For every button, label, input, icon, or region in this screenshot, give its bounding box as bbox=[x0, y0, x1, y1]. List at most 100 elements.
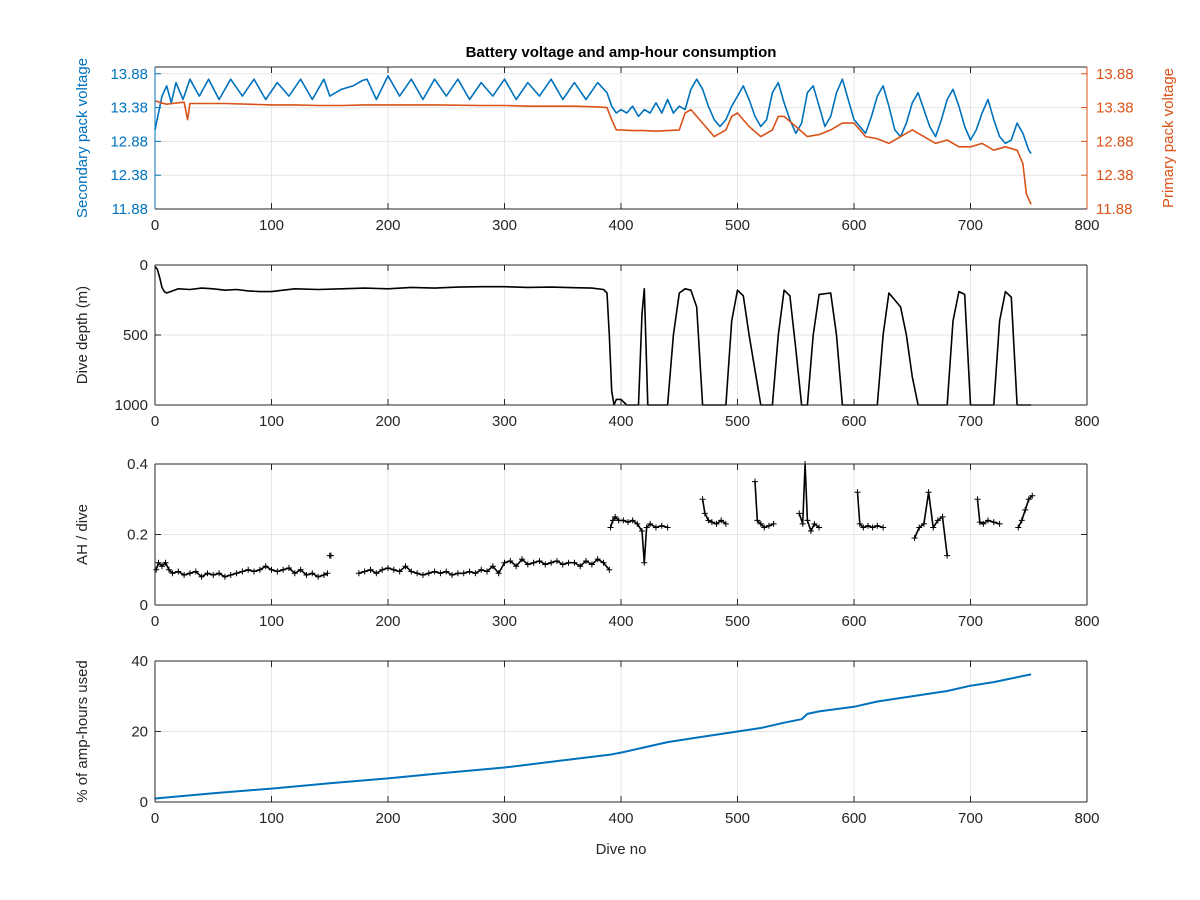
ah-data-point bbox=[192, 568, 199, 575]
ah-data-point bbox=[155, 559, 162, 566]
percent-xtick-label: 400 bbox=[608, 810, 633, 827]
voltage-xtick-label: 300 bbox=[492, 217, 517, 234]
ah-data-point bbox=[198, 573, 205, 580]
ah-data-point bbox=[553, 557, 560, 564]
ah-data-point bbox=[460, 570, 467, 577]
ah-data-point bbox=[472, 570, 479, 577]
ah-data-point bbox=[705, 517, 712, 524]
voltage-xtick-label: 0 bbox=[151, 217, 159, 234]
percent-ytick-label: 0 bbox=[140, 794, 148, 811]
ah-data-point bbox=[804, 517, 811, 524]
ah-xtick-label: 500 bbox=[725, 613, 750, 630]
panel-voltage: 0 100 200 300 400 500 600 700 80011.8812.3812.88… bbox=[74, 58, 1177, 234]
ah-data-point bbox=[796, 510, 803, 517]
voltage-ytick-label: 12.38 bbox=[110, 167, 148, 184]
ah-ytick-label: 0.4 bbox=[127, 456, 148, 473]
ah-data-point bbox=[754, 517, 761, 524]
ah-data-point bbox=[864, 522, 871, 529]
ah-data-point bbox=[408, 568, 415, 575]
ah-data-point bbox=[577, 563, 584, 570]
ah-data-point bbox=[251, 568, 258, 575]
ah-data-point bbox=[489, 563, 496, 570]
ah-data-point bbox=[291, 570, 298, 577]
ah-data-point bbox=[1015, 524, 1022, 531]
ah-data-point bbox=[419, 572, 426, 579]
ah-data-point bbox=[652, 524, 659, 531]
depth-xtick-label: 400 bbox=[608, 413, 633, 430]
voltage-ytick-label: 11.88 bbox=[112, 201, 148, 218]
ah-data-point bbox=[227, 572, 234, 579]
ah-data-point bbox=[816, 524, 823, 531]
ah-data-point bbox=[607, 524, 614, 531]
ah-data-point bbox=[807, 527, 814, 534]
depth-xtick-label: 800 bbox=[1074, 413, 1099, 430]
ah-data-point bbox=[425, 570, 432, 577]
ah-data-point bbox=[811, 520, 818, 527]
percent-xtick-label: 600 bbox=[841, 810, 866, 827]
ah-data-point bbox=[303, 572, 310, 579]
depth-xtick-label: 200 bbox=[375, 413, 400, 430]
ah-data-point bbox=[1025, 496, 1032, 503]
ah-series-0-line bbox=[913, 491, 948, 556]
ah-data-point bbox=[722, 520, 729, 527]
ah-data-point bbox=[629, 517, 636, 524]
ah-data-point bbox=[916, 524, 923, 531]
ah-data-point bbox=[860, 524, 867, 531]
ah-data-point bbox=[624, 519, 631, 526]
percent-xtick-label: 700 bbox=[958, 810, 983, 827]
ah-data-point bbox=[799, 520, 806, 527]
ah-data-point bbox=[216, 570, 223, 577]
ah-data-point bbox=[478, 566, 485, 573]
ah-data-point bbox=[181, 572, 188, 579]
ah-xtick-label: 600 bbox=[841, 613, 866, 630]
ah-data-point bbox=[431, 568, 438, 575]
ah-data-point bbox=[612, 513, 619, 520]
ah-data-point bbox=[583, 557, 590, 564]
ah-data-point bbox=[396, 568, 403, 575]
ah-data-point bbox=[327, 552, 334, 559]
voltage-ylabel-right: Primary pack voltage bbox=[1160, 68, 1177, 208]
percent-xtick-label: 200 bbox=[375, 810, 400, 827]
percent-xtick-label: 0 bbox=[151, 810, 159, 827]
figure-title: Battery voltage and amp-hour consumption bbox=[466, 44, 777, 61]
ah-data-point bbox=[165, 566, 172, 573]
depth-xtick-label: 300 bbox=[492, 413, 517, 430]
ah-data-point bbox=[524, 561, 531, 568]
ah-data-point bbox=[571, 559, 578, 566]
ah-data-point bbox=[169, 570, 176, 577]
ah-data-point bbox=[210, 572, 217, 579]
ah-data-point bbox=[930, 524, 937, 531]
ah-data-point bbox=[402, 563, 409, 570]
percent-ylabel: % of amp-hours used bbox=[74, 660, 91, 803]
ah-data-point bbox=[315, 573, 322, 580]
ah-data-point bbox=[449, 572, 456, 579]
percent-xtick-label: 500 bbox=[725, 810, 750, 827]
voltage-ytick-label-right: 11.88 bbox=[1096, 201, 1132, 218]
depth-ylabel: Dive depth (m) bbox=[74, 286, 91, 384]
ah-data-point bbox=[518, 556, 525, 563]
ah-data-point bbox=[297, 566, 304, 573]
ah-data-point bbox=[501, 559, 508, 566]
voltage-xtick-label: 700 bbox=[958, 217, 983, 234]
depth-xtick-label: 500 bbox=[725, 413, 750, 430]
percent-ytick-label: 40 bbox=[131, 653, 148, 670]
ah-data-point bbox=[880, 524, 887, 531]
voltage-ytick-label-right: 13.38 bbox=[1096, 100, 1134, 117]
ah-data-point bbox=[268, 566, 275, 573]
ah-data-point bbox=[634, 520, 641, 527]
panel-ah: 0 100 200 300 400 500 600 700 800 0 0.2 0.4 AH / div… bbox=[74, 456, 1100, 630]
ah-data-point bbox=[204, 570, 211, 577]
ah-data-point bbox=[443, 568, 450, 575]
ah-data-point bbox=[262, 563, 269, 570]
ah-data-point bbox=[974, 496, 981, 503]
ah-xtick-label: 400 bbox=[608, 613, 633, 630]
ah-data-point bbox=[221, 573, 228, 580]
ah-data-point bbox=[939, 513, 946, 520]
ah-data-point bbox=[495, 570, 502, 577]
ah-data-point bbox=[559, 561, 566, 568]
depth-ytick-label: 0 bbox=[140, 257, 148, 274]
percent-xlabel: Dive no bbox=[596, 841, 647, 858]
ah-data-point bbox=[548, 559, 555, 566]
ah-data-point bbox=[1022, 506, 1029, 513]
ah-data-point bbox=[856, 520, 863, 527]
